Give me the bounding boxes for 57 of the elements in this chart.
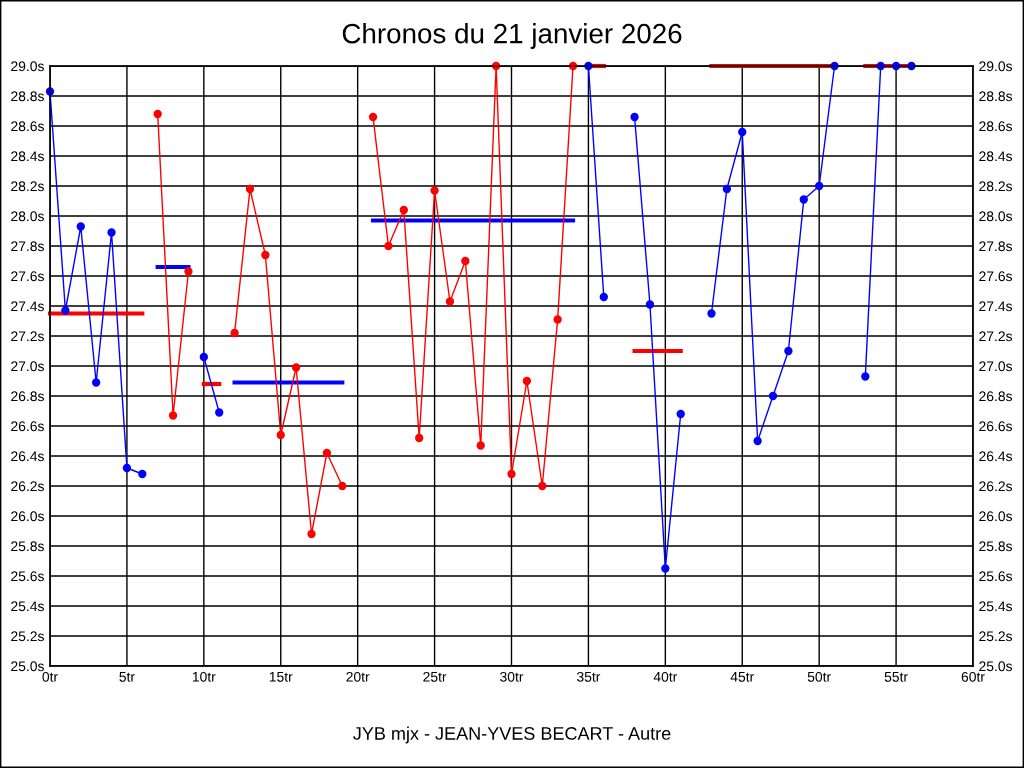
y-tick-label: 27.4s: [11, 301, 44, 312]
y2-tick-label: 25.8s: [979, 541, 1013, 552]
y2-tick-label: 29.0s: [979, 61, 1013, 72]
y-tick-label: 28.4s: [11, 151, 44, 162]
x-tick-label: 20tr: [346, 671, 370, 682]
y2-tick-label: 26.4s: [979, 451, 1013, 462]
y2-tick-label: 28.8s: [979, 91, 1013, 102]
x-tick-label: 45tr: [730, 672, 754, 682]
y-tick-label: 26.0s: [11, 511, 44, 522]
chart-title: Chronos du 21 janvier 2026: [342, 23, 682, 49]
y2-tick-label: 28.4s: [979, 151, 1013, 162]
y-tick-label: 25.2s: [11, 631, 44, 642]
y2-tick-label: 25.6s: [979, 571, 1013, 582]
y2-tick-label: 27.0s: [979, 361, 1013, 372]
y-tick-label: 28.0s: [11, 211, 44, 222]
y-tick-label: 25.6s: [11, 571, 44, 582]
y2-tick-label: 27.2s: [979, 331, 1013, 342]
y2-tick-label: 25.2s: [979, 631, 1013, 642]
y-tick-label: 29.0s: [11, 61, 44, 72]
y2-tick-label: 28.2s: [979, 181, 1013, 192]
y2-tick-label: 26.0s: [979, 511, 1013, 522]
x-tick-label: 35tr: [576, 671, 601, 682]
y-tick-label: 25.0s: [11, 661, 44, 672]
y2-tick-label: 27.8s: [979, 241, 1013, 252]
y2-tick-label: 27.6s: [979, 271, 1013, 282]
y2-tick-label: 25.0s: [979, 661, 1013, 672]
y-tick-label: 28.2s: [11, 181, 44, 192]
y-tick-label: 27.0s: [11, 361, 44, 372]
x-tick-label: 5tr: [119, 672, 135, 682]
x-tick-label: 30tr: [500, 671, 524, 682]
y-tick-label: 28.8s: [11, 91, 44, 102]
x-tick-label: 55tr: [884, 672, 908, 682]
y-tick-label: 27.6s: [11, 271, 44, 282]
y-tick-label: 26.8s: [11, 391, 44, 402]
y-tick-label: 26.2s: [11, 481, 44, 492]
x-tick-label: 25tr: [423, 671, 447, 682]
y-tick-label: 27.8s: [11, 241, 44, 252]
y-tick-label: 25.4s: [11, 601, 44, 612]
y-tick-label: 25.8s: [11, 541, 44, 552]
y2-tick-label: 26.2s: [979, 481, 1013, 492]
y2-tick-label: 27.4s: [979, 301, 1013, 312]
y-tick-label: 26.4s: [11, 451, 44, 462]
text: JYB mjx - JEAN-YVES BECART - Autre: [353, 726, 671, 744]
x-tick-label: 60tr: [961, 671, 985, 682]
y-tick-label: 28.6s: [11, 121, 44, 132]
y2-tick-label: 25.4s: [979, 601, 1013, 612]
x-tick-label: 0tr: [42, 671, 58, 682]
x-tick-label: 50tr: [807, 671, 831, 682]
x-tick-label: 40tr: [653, 671, 678, 682]
y-tick-label: 27.2s: [11, 331, 44, 342]
y2-tick-label: 28.6s: [979, 121, 1013, 132]
x-tick-label: 15tr: [269, 672, 293, 682]
y2-tick-label: 28.0s: [979, 211, 1013, 222]
y2-tick-label: 26.6s: [979, 421, 1013, 432]
y2-tick-label: 26.8s: [979, 391, 1013, 402]
x-tick-label: 10tr: [192, 671, 216, 682]
y-tick-label: 26.6s: [11, 421, 44, 432]
